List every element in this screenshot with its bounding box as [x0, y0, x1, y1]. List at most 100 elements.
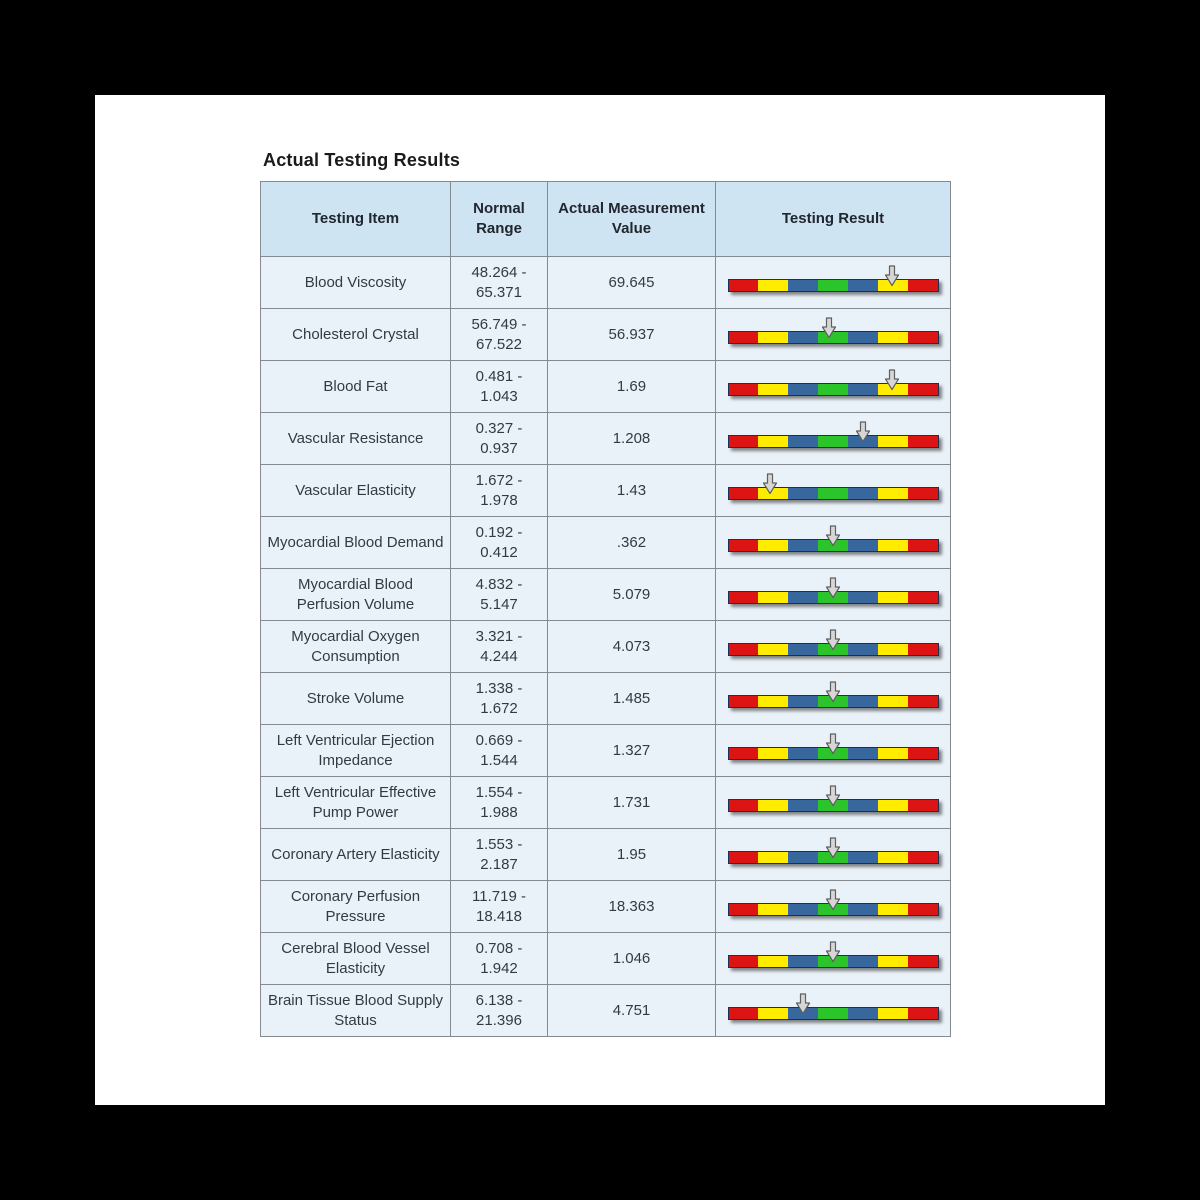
table-row: Blood Viscosity 48.264 - 65.371 69.645	[260, 256, 951, 309]
table-row: Stroke Volume 1.338 - 1.672 1.485	[260, 672, 951, 725]
gauge-segment	[728, 384, 759, 395]
report-page: Actual Testing Results Testing Item Norm…	[95, 95, 1105, 1105]
gauge-segment	[788, 748, 819, 759]
gauge-bar	[727, 955, 939, 968]
gauge-segment	[847, 748, 878, 759]
testing-item-cell: Myocardial Blood Demand	[260, 516, 451, 569]
gauge-segment	[847, 280, 878, 291]
header-testing-item: Testing Item	[260, 181, 451, 257]
result-gauge	[727, 577, 939, 604]
gauge-segment	[818, 956, 848, 967]
table-row: Myocardial Blood Perfusion Volume 4.832 …	[260, 568, 951, 621]
gauge-segment	[758, 748, 789, 759]
gauge-segment	[818, 280, 848, 291]
gauge-segment	[877, 280, 908, 291]
gauge-segment	[728, 748, 759, 759]
gauge-segment	[758, 800, 789, 811]
gauge-segment	[818, 800, 848, 811]
measurement-value-cell: 4.073	[547, 620, 716, 673]
result-gauge	[727, 473, 939, 500]
gauge-segment	[728, 436, 759, 447]
testing-item-cell: Vascular Elasticity	[260, 464, 451, 517]
gauge-segment	[907, 800, 938, 811]
measurement-value-cell: 1.43	[547, 464, 716, 517]
gauge-segment	[758, 644, 789, 655]
gauge-segment	[907, 696, 938, 707]
gauge-segment	[758, 436, 789, 447]
gauge-segment	[847, 384, 878, 395]
testing-item-cell: Coronary Artery Elasticity	[260, 828, 451, 881]
measurement-value-cell: 69.645	[547, 256, 716, 309]
gauge-segment	[788, 384, 819, 395]
gauge-segment	[788, 1008, 819, 1019]
gauge-segment	[847, 488, 878, 499]
gauge-bar	[727, 539, 939, 552]
gauge-bar	[727, 695, 939, 708]
testing-item-cell: Myocardial Oxygen Consumption	[260, 620, 451, 673]
testing-item-cell: Cerebral Blood Vessel Elasticity	[260, 932, 451, 985]
gauge-segment	[788, 852, 819, 863]
gauge-segment	[877, 904, 908, 915]
gauge-segment	[818, 592, 848, 603]
normal-range-cell: 4.832 - 5.147	[450, 568, 548, 621]
gauge-segment	[847, 956, 878, 967]
normal-range-cell: 0.708 - 1.942	[450, 932, 548, 985]
testing-result-cell	[715, 984, 951, 1037]
result-gauge	[727, 317, 939, 344]
gauge-segment	[847, 696, 878, 707]
gauge-segment	[788, 904, 819, 915]
normal-range-cell: 0.481 - 1.043	[450, 360, 548, 413]
gauge-segment	[877, 956, 908, 967]
gauge-segment	[907, 540, 938, 551]
normal-range-cell: 1.338 - 1.672	[450, 672, 548, 725]
gauge-segment	[758, 852, 789, 863]
gauge-segment	[877, 800, 908, 811]
testing-result-cell	[715, 516, 951, 569]
result-gauge	[727, 681, 939, 708]
gauge-segment	[877, 488, 908, 499]
testing-item-cell: Vascular Resistance	[260, 412, 451, 465]
gauge-segment	[818, 540, 848, 551]
normal-range-cell: 48.264 - 65.371	[450, 256, 548, 309]
gauge-segment	[818, 644, 848, 655]
gauge-bar	[727, 1007, 939, 1020]
testing-item-cell: Myocardial Blood Perfusion Volume	[260, 568, 451, 621]
table-row: Cholesterol Crystal 56.749 - 67.522 56.9…	[260, 308, 951, 361]
testing-result-cell	[715, 464, 951, 517]
gauge-segment	[907, 956, 938, 967]
gauge-segment	[728, 540, 759, 551]
table-row: Vascular Elasticity 1.672 - 1.978 1.43	[260, 464, 951, 517]
gauge-segment	[818, 748, 848, 759]
result-gauge	[727, 629, 939, 656]
gauge-segment	[907, 384, 938, 395]
gauge-segment	[907, 1008, 938, 1019]
gauge-segment	[877, 644, 908, 655]
gauge-segment	[818, 852, 848, 863]
gauge-segment	[877, 384, 908, 395]
table-row: Coronary Perfusion Pressure 11.719 - 18.…	[260, 880, 951, 933]
table-row: Left Ventricular Effective Pump Power 1.…	[260, 776, 951, 829]
result-gauge	[727, 941, 939, 968]
testing-item-cell: Blood Viscosity	[260, 256, 451, 309]
gauge-segment	[818, 332, 848, 343]
result-gauge	[727, 785, 939, 812]
measurement-value-cell: 1.731	[547, 776, 716, 829]
result-gauge	[727, 265, 939, 292]
result-gauge	[727, 889, 939, 916]
testing-item-cell: Blood Fat	[260, 360, 451, 413]
gauge-segment	[758, 488, 789, 499]
header-testing-result: Testing Result	[715, 181, 951, 257]
testing-item-cell: Brain Tissue Blood Supply Status	[260, 984, 451, 1037]
gauge-bar	[727, 747, 939, 760]
normal-range-cell: 1.672 - 1.978	[450, 464, 548, 517]
gauge-bar	[727, 799, 939, 812]
gauge-segment	[907, 436, 938, 447]
gauge-segment	[758, 592, 789, 603]
testing-result-cell	[715, 932, 951, 985]
gauge-segment	[877, 1008, 908, 1019]
gauge-segment	[818, 436, 848, 447]
gauge-segment	[758, 904, 789, 915]
gauge-segment	[907, 280, 938, 291]
gauge-segment	[728, 644, 759, 655]
gauge-bar	[727, 435, 939, 448]
